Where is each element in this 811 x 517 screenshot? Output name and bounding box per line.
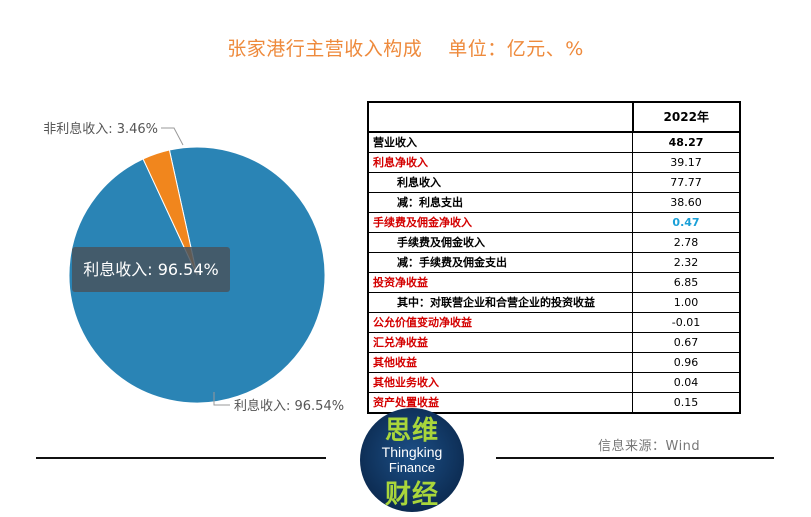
- row-label: 公允价值变动净收益: [367, 312, 633, 333]
- row-value: 0.15: [632, 392, 741, 414]
- table-row: 其他业务收入 0.04: [367, 372, 741, 393]
- row-label: 其中：对联营企业和合营企业的投资收益: [367, 292, 633, 313]
- row-value: 2.32: [632, 252, 741, 273]
- row-value: -0.01: [632, 312, 741, 333]
- table-row: 投资净收益 6.85: [367, 272, 741, 293]
- logo-cn-bottom: 财经: [384, 480, 439, 510]
- row-value: 0.67: [632, 332, 741, 353]
- chart-tooltip: 利息收入: 96.54%: [72, 247, 230, 292]
- left-divider: [36, 457, 326, 459]
- table-corner-cell: [367, 101, 634, 133]
- row-label: 减：利息支出: [367, 192, 633, 213]
- row-value: 38.60: [632, 192, 741, 213]
- table-row: 其中：对联营企业和合营企业的投资收益 1.00: [367, 292, 741, 313]
- table-row: 手续费及佣金净收入 0.47: [367, 212, 741, 233]
- row-label: 利息收入: [367, 172, 633, 193]
- pie-slice-non-interest-income[interactable]: [142, 149, 198, 276]
- label-non-interest-income-leader-line: [161, 127, 184, 146]
- row-label: 营业收入: [367, 131, 633, 153]
- label-non-interest-income: 非利息收入: 3.46%: [43, 121, 158, 137]
- table-row: 营业收入 48.27: [367, 131, 741, 153]
- row-value: 2.78: [632, 232, 741, 253]
- logo-en-line2: Finance: [388, 460, 436, 475]
- row-value: 0.47: [632, 212, 741, 233]
- thinking-finance-logo: 思维 Thingking Finance 财经: [360, 408, 464, 512]
- row-value: 1.00: [632, 292, 741, 313]
- table-row: 减：手续费及佣金支出 2.32: [367, 252, 741, 273]
- table-row: 汇兑净收益 0.67: [367, 332, 741, 353]
- label-interest-income: 利息收入: 96.54%: [234, 398, 344, 414]
- source-note: 信息来源：Wind: [598, 439, 701, 454]
- row-label: 投资净收益: [367, 272, 633, 293]
- column-header-year: 2022年: [631, 101, 741, 133]
- logo-cn-top: 思维: [384, 416, 439, 446]
- income-table: 2022年 营业收入 48.27 利息净收入 39.17 利息收入 77.77 减：利息支出…: [367, 101, 741, 414]
- row-label: 手续费及佣金收入: [367, 232, 633, 253]
- row-value: 77.77: [632, 172, 741, 193]
- table-row: 利息收入 77.77: [367, 172, 741, 193]
- table-row: 资产处置收益 0.15: [367, 392, 741, 414]
- page-title: 张家港行主营收入构成 单位：亿元、%: [0, 34, 811, 61]
- row-label: 手续费及佣金净收入: [367, 212, 633, 233]
- unit-text: 单位：亿元、%: [448, 38, 584, 60]
- row-label: 减：手续费及佣金支出: [367, 252, 633, 273]
- right-divider: [496, 457, 774, 459]
- table-row: 手续费及佣金收入 2.78: [367, 232, 741, 253]
- table-header-row: 2022年: [367, 101, 741, 133]
- logo-en-line1: Thingking: [381, 444, 443, 460]
- row-value: 39.17: [632, 152, 741, 173]
- row-label: 其他收益: [367, 352, 633, 373]
- table-row: 减：利息支出 38.60: [367, 192, 741, 213]
- row-value: 48.27: [632, 131, 741, 153]
- label-interest-income-leader-line: [213, 392, 230, 406]
- table-row: 利息净收入 39.17: [367, 152, 741, 173]
- row-label: 其他业务收入: [367, 372, 633, 393]
- row-label: 利息净收入: [367, 152, 633, 173]
- row-value: 0.96: [632, 352, 741, 373]
- table-row: 其他收益 0.96: [367, 352, 741, 373]
- row-label: 汇兑净收益: [367, 332, 633, 353]
- row-label: 资产处置收益: [367, 392, 633, 414]
- table-row: 公允价值变动净收益 -0.01: [367, 312, 741, 333]
- title-text: 张家港行主营收入构成: [227, 38, 423, 60]
- row-value: 6.85: [632, 272, 741, 293]
- row-value: 0.04: [632, 372, 741, 393]
